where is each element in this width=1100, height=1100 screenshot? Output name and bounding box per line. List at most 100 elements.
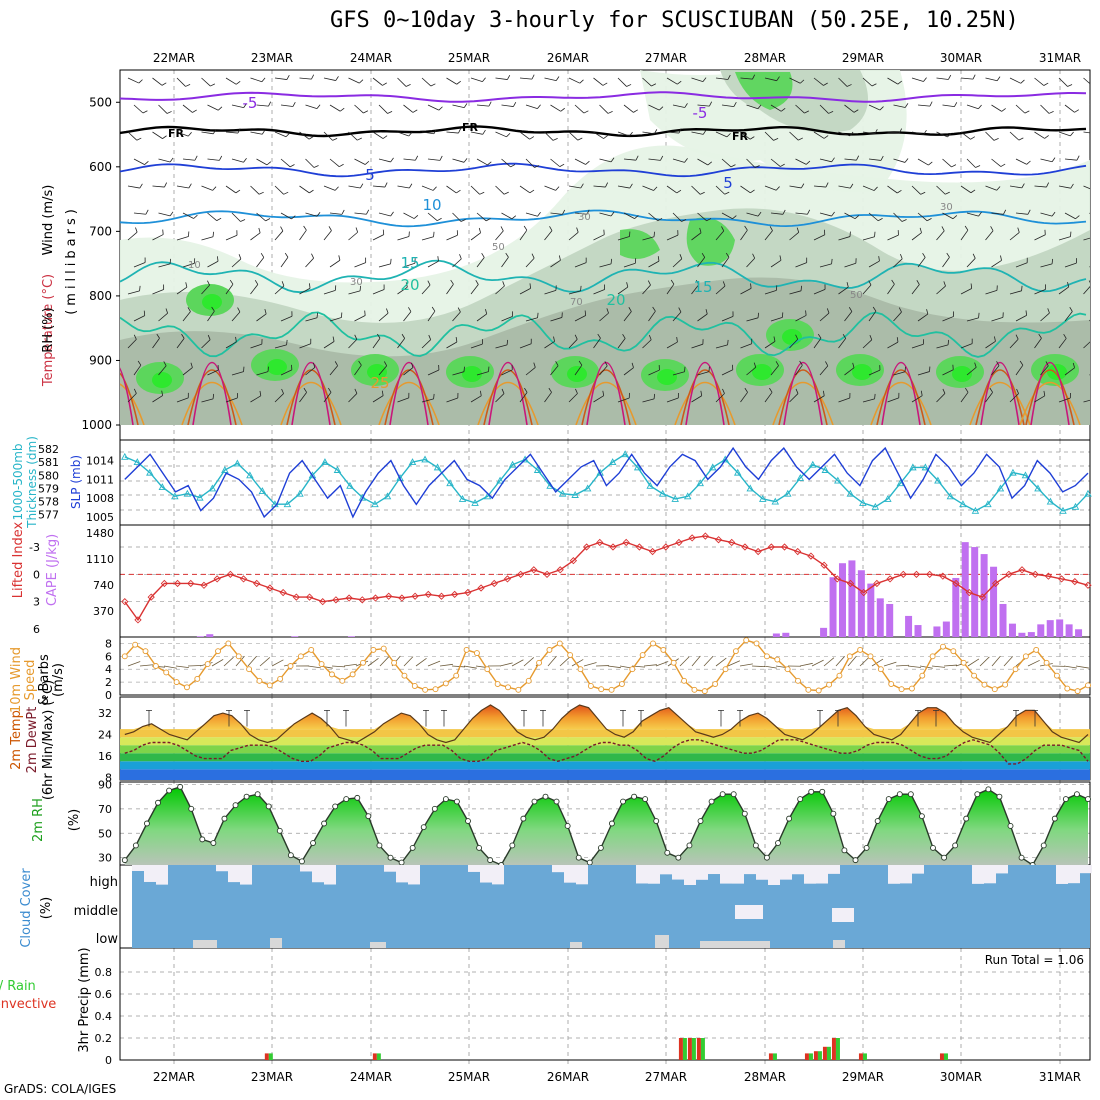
rh-bright-cell <box>567 366 587 382</box>
rh-plot <box>124 786 1089 865</box>
wind-barb <box>966 258 976 268</box>
wind-barb <box>1009 338 1019 349</box>
precip-bar-total <box>772 1053 777 1060</box>
wind-barb-flag <box>701 252 706 258</box>
wind-barb <box>862 236 875 241</box>
wind-barb-flag <box>681 219 687 222</box>
wind-barb-flag <box>602 390 605 396</box>
wind-barb <box>1058 131 1071 137</box>
cloud-clear-high <box>564 865 576 883</box>
wind-barb <box>250 131 263 135</box>
cloud-clear-high <box>1056 865 1068 884</box>
wind-barb-flag <box>878 256 880 262</box>
wind-barb-flag <box>807 209 811 215</box>
thickness-line-point <box>408 458 417 466</box>
wind-barb <box>642 131 655 135</box>
wind-barb <box>299 131 310 140</box>
wind-barb-flag <box>463 103 468 108</box>
rh-contour-label: 50 <box>850 290 863 301</box>
wind-barb-flag <box>485 309 488 315</box>
wind-barb-flag <box>868 280 872 286</box>
wind-barb <box>525 367 536 376</box>
cape-bar <box>291 636 299 637</box>
lifted-index-line-point <box>1031 570 1039 578</box>
bottom-day-label: 28MAR <box>744 1070 786 1084</box>
wind-frame <box>119 636 1091 696</box>
wind-barb-flag <box>193 214 198 219</box>
wind-barb <box>1034 185 1047 188</box>
warm-contour <box>969 381 1031 425</box>
wind-speed-line-point <box>629 666 636 673</box>
wind-barb <box>158 158 171 163</box>
wind-speed-line-point <box>774 656 781 663</box>
wind-barb <box>1034 131 1045 139</box>
rh-line-point <box>985 786 992 793</box>
cloud-clear-high <box>636 865 648 884</box>
bottom-day-label: 25MAR <box>448 1070 490 1084</box>
wind-barb-flag <box>335 76 339 81</box>
wind-barb-flag <box>459 254 462 260</box>
wind-barb <box>789 393 799 403</box>
wind-barb-flag <box>923 77 927 82</box>
wind-barb <box>979 656 990 667</box>
slp-line <box>124 446 1089 519</box>
wind-barb <box>862 398 875 403</box>
wind-speed-line-point <box>1002 681 1009 688</box>
wind-barb-flag <box>898 307 902 313</box>
contour-label: -5 <box>243 94 258 112</box>
contour-label: 20 <box>606 291 625 309</box>
cloud-clear-high <box>552 865 564 873</box>
wind-barb-flag <box>610 258 613 264</box>
wind-barb-flag <box>856 155 860 161</box>
wind-barb <box>231 371 244 376</box>
rh-line-point <box>963 815 970 822</box>
wind-barb-flag <box>978 312 980 318</box>
wind-barb <box>887 77 899 85</box>
rh-line-point <box>907 791 914 798</box>
wind-barb-flag <box>139 183 143 189</box>
wind-barb <box>593 289 605 295</box>
bottom-day-label: 23MAR <box>251 1070 293 1084</box>
wind-barb <box>789 77 801 84</box>
warm-contour <box>120 372 139 425</box>
wind-barb-flag <box>169 211 174 217</box>
thickness-line-point <box>946 492 955 500</box>
wind-speed-line-point <box>805 686 812 693</box>
wind-barb <box>672 371 685 376</box>
wind-barb-flag <box>773 336 776 342</box>
wind-barb <box>568 290 581 295</box>
wind-barb-flag <box>139 285 141 291</box>
wind-barb <box>838 397 850 403</box>
rh-shading <box>735 72 793 110</box>
wind-barb-flag <box>605 182 609 188</box>
wind-barb <box>838 286 849 295</box>
wind-barb-flag <box>951 164 957 168</box>
wind-barb <box>593 185 606 188</box>
wind-barb <box>225 397 238 403</box>
wind-barb <box>721 158 732 168</box>
wind-barb <box>795 104 805 114</box>
cape-bar <box>848 560 856 637</box>
cloud-level-label: middle <box>74 904 118 919</box>
wind-barb <box>280 158 291 168</box>
wind-barb-flag <box>899 128 903 134</box>
wind-barb <box>225 283 234 295</box>
wind-barb <box>127 339 137 349</box>
precip-bar-convective <box>696 1038 701 1060</box>
wind-barb-flag <box>823 82 828 86</box>
cloud-clear-high <box>648 865 660 884</box>
wind-barb <box>446 341 458 349</box>
footer-credit: GrADS: COLA/IGES <box>4 1082 117 1096</box>
rh-shading <box>620 229 660 259</box>
thickness-line-point <box>1046 497 1055 505</box>
wind-speed-line-point <box>401 672 408 679</box>
rh-line-point <box>199 836 206 843</box>
cloud-clear-high <box>156 865 168 885</box>
wind-barb <box>985 77 998 82</box>
wind-barb <box>323 185 336 191</box>
axis-title: Speed <box>23 660 38 701</box>
wind-barb-flag <box>161 82 167 86</box>
precip-bar-total <box>835 1038 840 1060</box>
rh-line-point <box>232 802 239 809</box>
bottom-day-label: 31MAR <box>1039 1070 1081 1084</box>
